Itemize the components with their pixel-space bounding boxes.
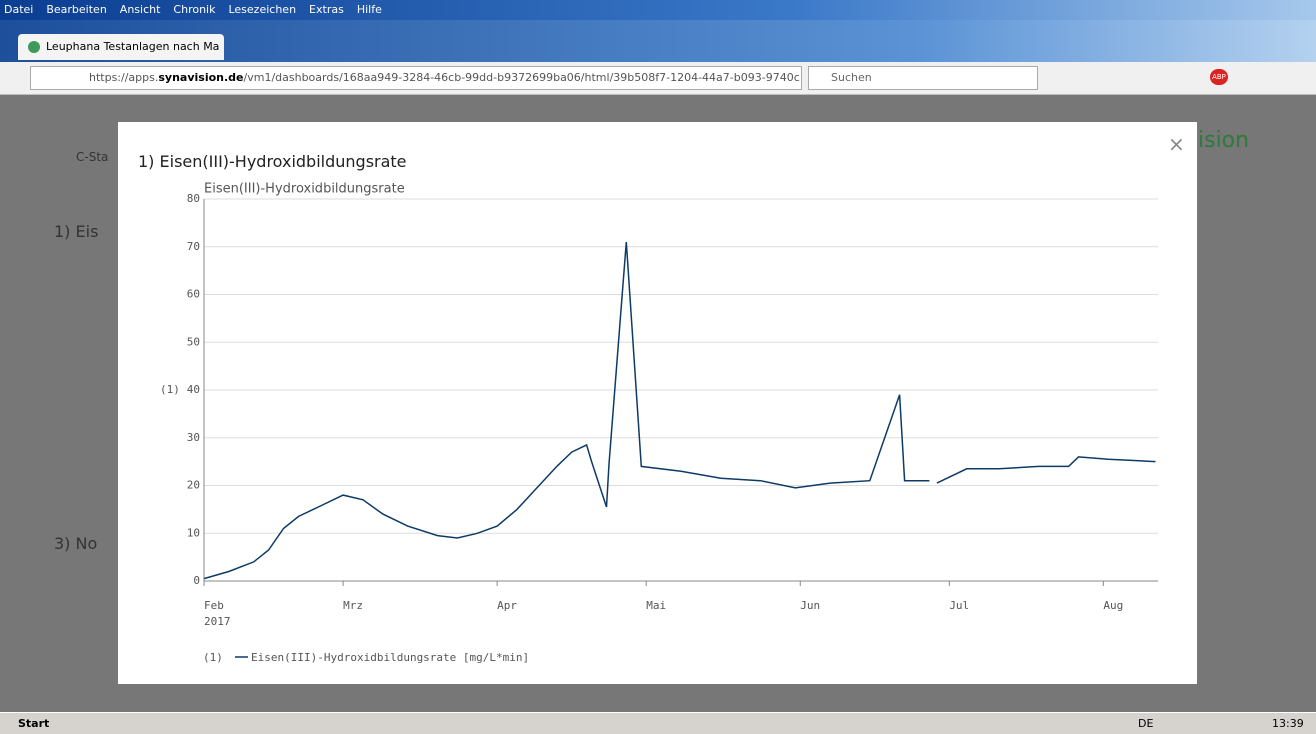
menu-item[interactable]: Chronik — [173, 3, 216, 16]
menu-item[interactable]: Datei — [4, 3, 34, 16]
menu-item[interactable]: Lesezeichen — [228, 3, 297, 16]
x-tick-label: Jun — [800, 599, 820, 612]
menu-item[interactable]: Ansicht — [119, 3, 161, 16]
chart-title: 1) Eisen(III)-Hydroxidbildungsrate — [138, 152, 407, 171]
legend-label: Eisen(III)-Hydroxidbildungsrate [mg/L*mi… — [251, 651, 529, 664]
y-tick-label: 20 — [187, 479, 200, 492]
x-tick-label: Aug — [1103, 599, 1123, 612]
menu-item[interactable]: Bearbeiten — [46, 3, 107, 16]
start-button[interactable]: Start — [18, 717, 50, 730]
legend-prefix: (1) — [203, 651, 223, 664]
modal: × 1) Eisen(III)-Hydroxidbildungsrate — [118, 122, 1197, 684]
y-tick-label: 10 — [187, 526, 200, 539]
bg-section: 3) No — [54, 534, 98, 553]
bg-tab-label: C-Sta — [76, 150, 109, 164]
search-placeholder: Suchen — [831, 71, 872, 84]
url-prefix: https://apps. — [89, 71, 159, 84]
bg-brand: ision — [1198, 128, 1250, 153]
language: DE — [1138, 717, 1154, 730]
bg-section: 1) Eis — [54, 222, 99, 241]
y-tick-label: 0 — [193, 574, 200, 587]
search-box[interactable]: Suchen — [808, 66, 1038, 90]
x-year-label: 2017 — [204, 615, 231, 628]
y-tick-label: 40 — [187, 383, 200, 396]
y-tick-label: 70 — [187, 240, 200, 253]
x-tick-label: Feb — [204, 599, 224, 612]
taskbar: Start DE 13:39 — [0, 712, 1316, 734]
abp-badge: ABP — [1212, 73, 1226, 81]
menu-item[interactable]: Extras — [309, 3, 344, 16]
abp-icon[interactable]: ABP — [1210, 69, 1228, 85]
y-tick-label: 80 — [187, 192, 200, 205]
clock: 13:39 — [1272, 717, 1304, 730]
x-tick-label: Apr — [497, 599, 517, 612]
url-domain: synavision.de — [158, 71, 244, 84]
menu-item[interactable]: Hilfe — [356, 3, 382, 16]
x-tick-label: Mai — [646, 599, 666, 612]
menu-bar: Datei Bearbeiten Ansicht Chronik Lesezeichen… — [0, 0, 1316, 20]
chart-subtitle: Eisen(III)-Hydroxidbildungsrate — [204, 182, 405, 197]
y-axis-label: (1) — [160, 383, 180, 396]
close-button[interactable]: × — [1168, 132, 1185, 156]
address-bar[interactable]: https://apps.synavision.de/vm1/dashboard… — [30, 66, 802, 90]
x-tick-label: Mrz — [343, 599, 363, 612]
url-path: /vm1/dashboards/168aa949-3284-46cb-99dd-… — [243, 71, 802, 84]
chart: Eisen(III)-Hydroxidbildungsrate 0 10 20 30 40… — [160, 182, 1158, 664]
tab[interactable]: Leuphana Testanlagen nach Ma — [18, 34, 224, 60]
tab-title: Leuphana Testanlagen nach Ma — [46, 40, 220, 53]
x-tick-label: Jul — [949, 599, 969, 612]
y-tick-label: 50 — [187, 335, 200, 348]
y-tick-label: 60 — [187, 288, 200, 301]
data-line — [203, 241, 1156, 580]
y-tick-label: 30 — [187, 431, 200, 444]
